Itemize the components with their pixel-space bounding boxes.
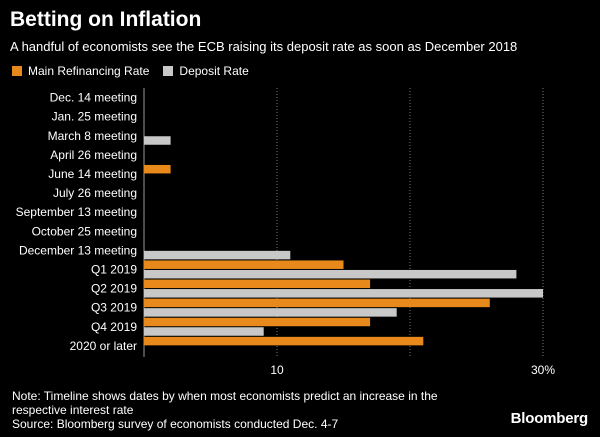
legend-item-deposit: Deposit Rate xyxy=(163,64,249,78)
bar-deposit xyxy=(144,136,171,145)
bar-main-refinancing xyxy=(144,260,344,269)
category-label: Q3 2019 xyxy=(91,301,137,315)
bar-main-refinancing xyxy=(144,317,371,327)
category-label: December 13 meeting xyxy=(19,243,137,257)
legend-swatch-orange xyxy=(12,66,22,76)
category-label: Q2 2019 xyxy=(91,282,137,296)
category-label: March 8 meeting xyxy=(48,129,137,143)
category-label: June 14 meeting xyxy=(48,167,137,181)
chart-subtitle: A handful of economists see the ECB rais… xyxy=(10,39,518,54)
category-label: July 26 meeting xyxy=(53,186,137,200)
bar-deposit xyxy=(144,269,517,279)
category-label: Q1 2019 xyxy=(91,262,137,276)
category-label: Dec. 14 meeting xyxy=(50,91,137,105)
bar-deposit xyxy=(144,308,397,317)
legend-swatch-gray xyxy=(163,66,174,76)
legend-label: Main Refinancing Rate xyxy=(28,64,150,78)
legend-item-main-refinancing: Main Refinancing Rate xyxy=(12,64,149,78)
bar-main-refinancing xyxy=(144,298,490,308)
bar-main-refinancing xyxy=(144,336,424,346)
footnote: Note: Timeline shows dates by when most … xyxy=(12,389,492,431)
note-text: Note: Timeline shows dates by when most … xyxy=(12,389,438,417)
category-label: Q4 2019 xyxy=(91,320,137,334)
bar-main-refinancing xyxy=(144,279,371,289)
bar-deposit xyxy=(144,250,291,260)
bloomberg-logo: Bloomberg xyxy=(510,410,589,427)
legend-label: Deposit Rate xyxy=(179,64,249,78)
source-text: Source: Bloomberg survey of economists c… xyxy=(12,417,339,431)
x-tick-label: 10 xyxy=(270,363,284,377)
category-label: Jan. 25 meeting xyxy=(52,110,137,124)
category-label: April 26 meeting xyxy=(50,148,137,162)
category-label: 2020 or later xyxy=(70,339,137,353)
category-label: October 25 meeting xyxy=(32,224,137,238)
category-label: September 13 meeting xyxy=(16,205,137,219)
legend: Main Refinancing Rate Deposit Rate xyxy=(12,64,263,78)
bar-main-refinancing xyxy=(144,164,171,174)
chart-title: Betting on Inflation xyxy=(10,8,202,31)
bar-deposit xyxy=(144,327,264,336)
x-tick-label: 30% xyxy=(531,363,555,377)
bar-deposit xyxy=(144,289,543,298)
